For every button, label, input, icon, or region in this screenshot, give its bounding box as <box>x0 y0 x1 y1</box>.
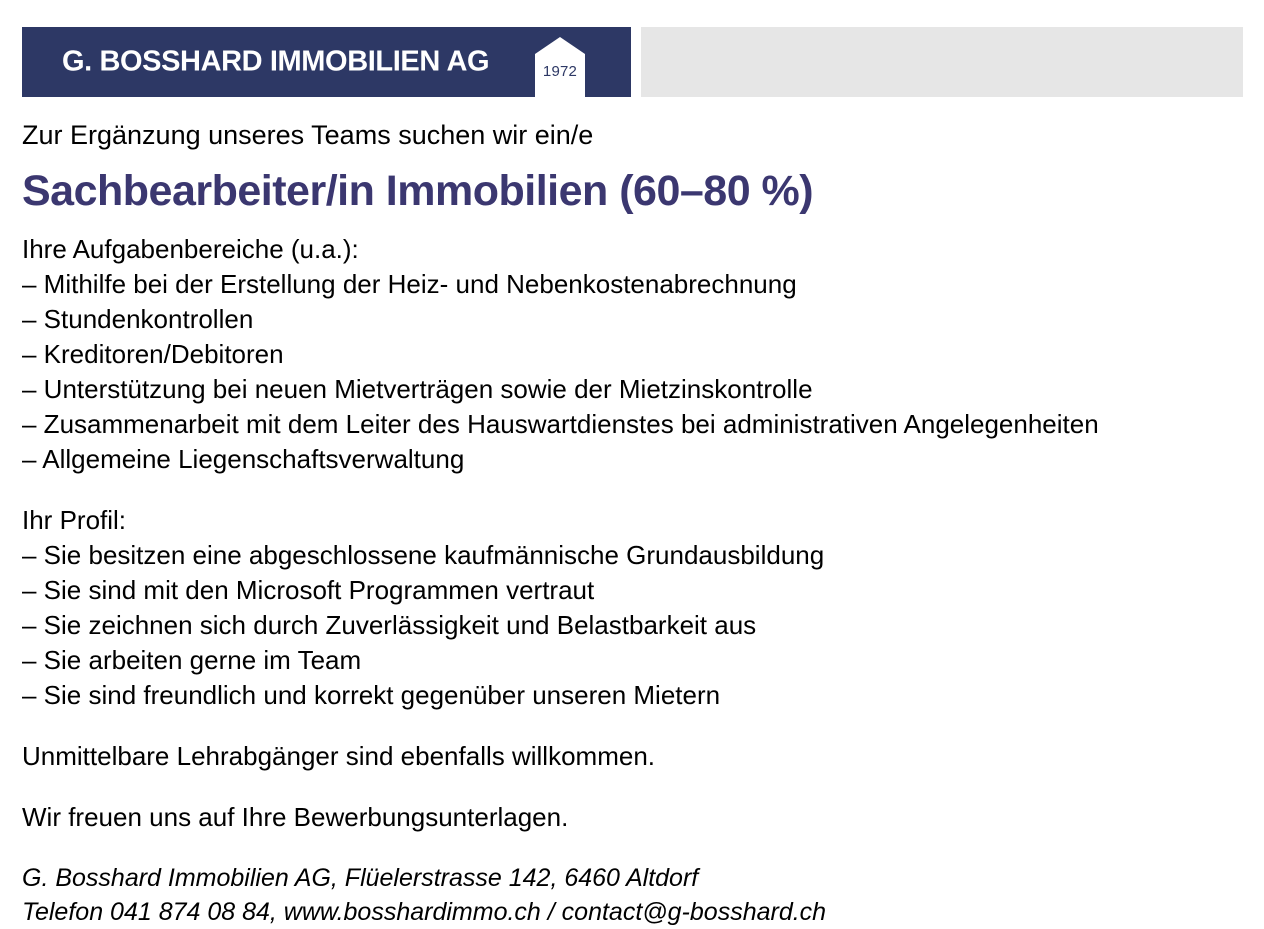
list-item: – Sie besitzen eine abgeschlossene kaufm… <box>22 540 825 570</box>
page-title: Sachbearbeiter/in Immobilien (60–80 %) <box>22 167 814 215</box>
closing-note: Wir freuen uns auf Ihre Bewerbungsunterl… <box>22 802 569 832</box>
apprentices-note: Unmittelbare Lehrabgänger sind ebenfalls… <box>22 741 656 771</box>
lead-text: Zur Ergänzung unseres Teams suchen wir e… <box>22 120 594 150</box>
tasks-section: Ihre Aufgabenbereiche (u.a.): – Mithilfe… <box>22 232 1252 477</box>
profile-heading: Ihr Profil: <box>22 505 127 535</box>
advert-content: Zur Ergänzung unseres Teams suchen wir e… <box>22 118 1252 929</box>
header-grey-block <box>641 27 1243 97</box>
list-item: – Mithilfe bei der Erstellung der Heiz- … <box>22 269 797 299</box>
tasks-heading: Ihre Aufgabenbereiche (u.a.): <box>22 234 359 264</box>
list-item: – Stundenkontrollen <box>22 304 254 334</box>
profile-section: Ihr Profil: – Sie besitzen eine abgeschl… <box>22 503 1252 713</box>
list-item: – Sie arbeiten gerne im Team <box>22 645 362 675</box>
list-item: – Unterstützung bei neuen Mietverträgen … <box>22 374 813 404</box>
house-badge-icon: 1972 <box>535 37 585 97</box>
list-item: – Sie sind mit den Microsoft Programmen … <box>22 575 595 605</box>
list-item: – Zusammenarbeit mit dem Leiter des Haus… <box>22 409 1099 439</box>
list-item: – Sie zeichnen sich durch Zuverlässigkei… <box>22 610 757 640</box>
list-item: – Sie sind freundlich und korrekt gegenü… <box>22 680 721 710</box>
contact-phone-web-line: Telefon 041 874 08 84, www.bosshardimmo.… <box>22 898 827 926</box>
advert-header: G. BOSSHARD IMMOBILIEN AG 1972 <box>0 27 1264 97</box>
list-item: – Kreditoren/Debitoren <box>22 339 284 369</box>
list-item: – Allgemeine Liegenschaftsverwaltung <box>22 444 465 474</box>
company-logo-text: G. BOSSHARD IMMOBILIEN AG <box>62 45 490 78</box>
company-logo-band: G. BOSSHARD IMMOBILIEN AG 1972 <box>22 27 631 97</box>
founded-year-label: 1972 <box>542 63 578 80</box>
contact-address-line: G. Bosshard Immobilien AG, Flüelerstrass… <box>22 864 699 892</box>
contact-footer: G. Bosshard Immobilien AG, Flüelerstrass… <box>22 861 1252 929</box>
